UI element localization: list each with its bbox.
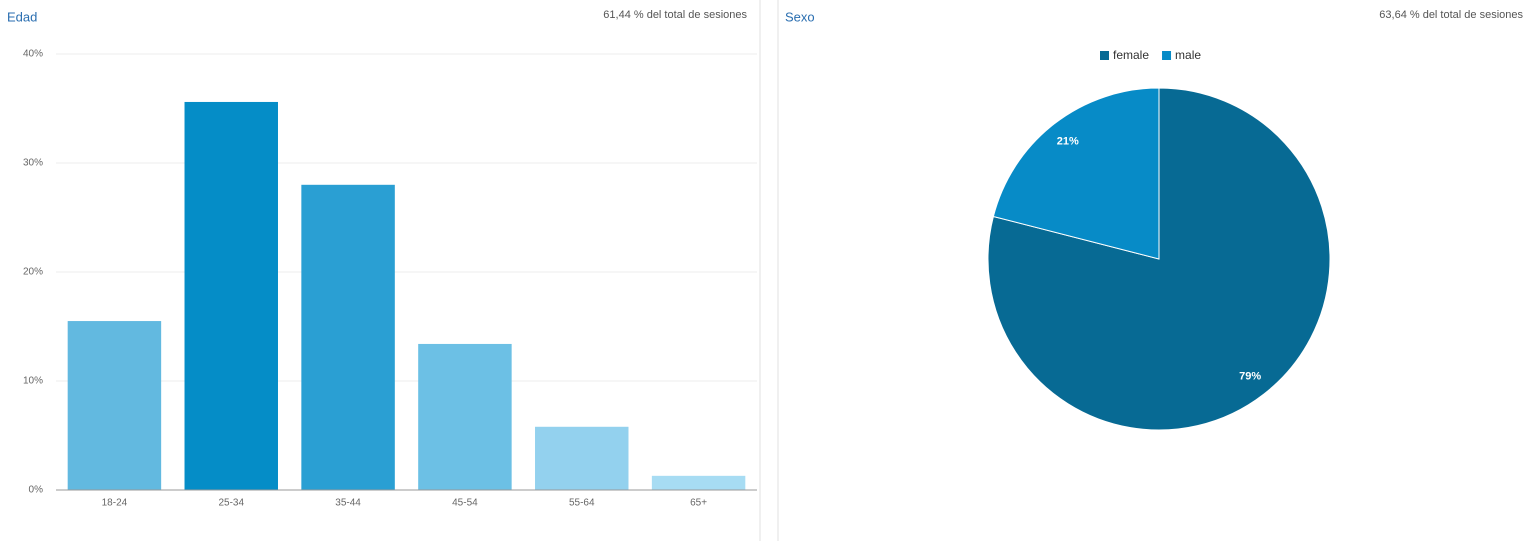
y-tick-label: 0% [29, 485, 44, 496]
legend-swatch [1100, 51, 1109, 60]
x-tick-label: 25-34 [218, 498, 244, 509]
bar [184, 101, 278, 491]
bar [418, 343, 512, 490]
bar [535, 426, 629, 490]
chart-title: Edad [7, 9, 37, 24]
pie-slice [992, 87, 1160, 260]
bar [67, 321, 162, 490]
chart-subtitle: 61,44 % del total de sesiones [603, 9, 747, 21]
x-tick-label: 65+ [690, 498, 707, 509]
y-tick-label: 20% [23, 267, 43, 278]
x-tick-label: 45-54 [452, 498, 478, 509]
y-tick-label: 40% [23, 49, 43, 60]
pie-slice [987, 87, 1331, 431]
slice-label: 79% [1239, 370, 1261, 382]
y-tick-label: 30% [23, 158, 43, 169]
slice-label: 21% [1057, 135, 1079, 147]
bar [301, 184, 395, 491]
y-tick-label: 10% [23, 376, 43, 387]
bar [651, 475, 746, 490]
x-tick-label: 18-24 [102, 498, 128, 509]
legend-label: female [1113, 48, 1149, 62]
chart-title: Sexo [785, 9, 815, 24]
x-tick-label: 35-44 [335, 498, 361, 509]
x-tick-label: 55-64 [569, 498, 595, 509]
legend-label: male [1175, 48, 1201, 62]
chart-subtitle: 63,64 % del total de sesiones [1379, 9, 1523, 21]
legend-swatch [1162, 51, 1172, 60]
